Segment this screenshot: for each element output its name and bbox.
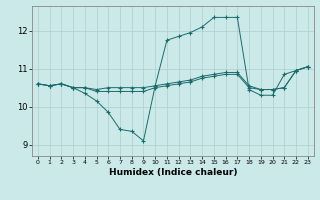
X-axis label: Humidex (Indice chaleur): Humidex (Indice chaleur) bbox=[108, 168, 237, 177]
